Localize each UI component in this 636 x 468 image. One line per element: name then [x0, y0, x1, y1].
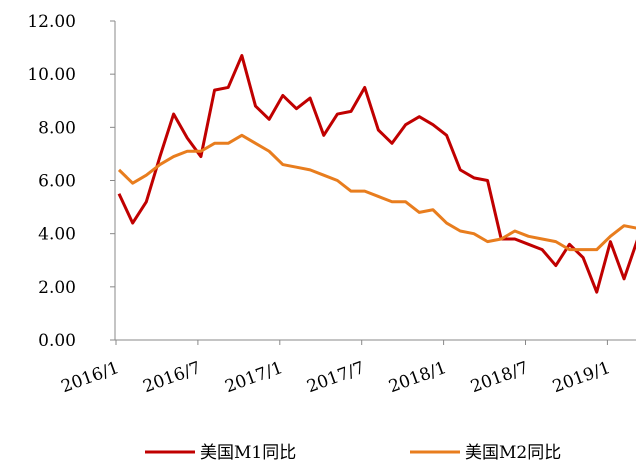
x-tick-label: 2019/1	[550, 358, 613, 397]
y-tick-label: 12.00	[27, 12, 76, 32]
x-tick-label: 2018/7	[468, 358, 531, 397]
y-tick-label: 8.00	[38, 118, 76, 138]
line	[117, 54, 636, 294]
y-tick-label: 2.00	[38, 278, 76, 298]
x-tick-label: 2016/7	[141, 358, 204, 397]
x-tick-label: 2017/7	[304, 358, 367, 397]
y-tick-label: 0.00	[38, 331, 76, 351]
y-tick-label: 4.00	[38, 225, 76, 245]
y-tick-label: 6.00	[38, 172, 76, 192]
x-tick-label: 2018/1	[386, 358, 449, 397]
x-tick-label: 2016/1	[59, 358, 122, 397]
line	[117, 133, 636, 252]
y-tick-label: 10.00	[27, 65, 76, 85]
legend-label: 美国M2同比	[465, 443, 561, 463]
x-tick-label: 2017/1	[222, 358, 285, 397]
legend-label: 美国M1同比	[200, 443, 296, 463]
